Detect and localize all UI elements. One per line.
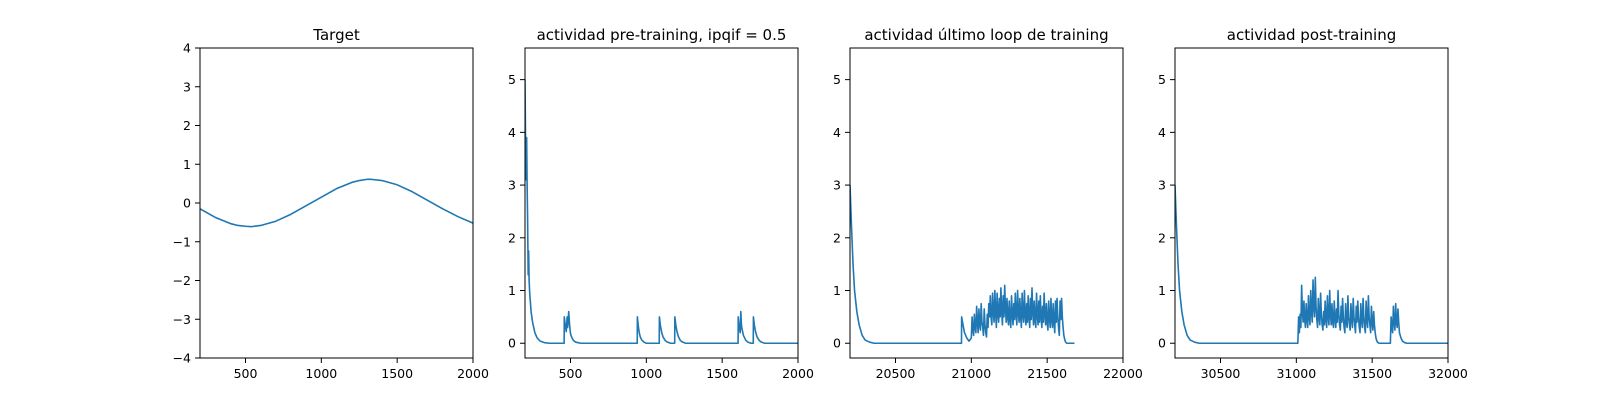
y-tick-label: 3 — [833, 178, 841, 193]
subplot-title: actividad post-training — [1227, 26, 1396, 44]
y-tick-label: 3 — [183, 79, 191, 94]
x-tick-label: 21000 — [951, 366, 991, 381]
x-tick-label: 1000 — [305, 366, 337, 381]
series-line-activity — [525, 79, 798, 345]
subplot-last-training-loop: actividad último loop de training 20500 2… — [833, 26, 1143, 381]
x-tick-label: 31500 — [1352, 366, 1392, 381]
x-tick-label: 1000 — [630, 366, 662, 381]
x-tick-label: 500 — [559, 366, 583, 381]
y-tick-label: 2 — [183, 118, 191, 133]
x-tick-label: 2000 — [457, 366, 489, 381]
x-tick-label: 1500 — [706, 366, 738, 381]
series-line-activity — [1175, 185, 1448, 345]
x-tick-label: 22000 — [1103, 366, 1143, 381]
y-tick-label: 5 — [1158, 72, 1166, 87]
y-tick-label: −4 — [173, 351, 191, 366]
subplot-title: actividad pre-training, ipqif = 0.5 — [537, 26, 787, 44]
y-tick-label: 0 — [508, 336, 516, 351]
axes-frame — [524, 47, 799, 359]
y-tick-label: 1 — [183, 157, 191, 172]
y-tick-label: 4 — [833, 125, 841, 140]
subplot-pre-training: actividad pre-training, ipqif = 0.5 500 1… — [508, 26, 814, 381]
y-tick-label: 0 — [833, 336, 841, 351]
x-tick-label: 1500 — [381, 366, 413, 381]
x-tick-label: 21500 — [1027, 366, 1067, 381]
y-tick-label: 5 — [508, 72, 516, 87]
y-tick-label: 1 — [508, 283, 516, 298]
subplot-title: Target — [312, 26, 360, 44]
y-tick-label: 4 — [183, 41, 191, 56]
x-tick-label: 2000 — [782, 366, 814, 381]
y-tick-label: 2 — [1158, 230, 1166, 245]
series-line-activity — [850, 185, 1075, 345]
y-tick-label: 0 — [1158, 336, 1166, 351]
x-tick-label: 30500 — [1201, 366, 1241, 381]
y-tick-label: 5 — [833, 72, 841, 87]
x-tick-label: 31000 — [1276, 366, 1316, 381]
y-tick-label: −1 — [173, 234, 191, 249]
y-tick-label: 4 — [1158, 125, 1166, 140]
axes-frame — [1174, 47, 1449, 359]
y-tick-label: 2 — [833, 230, 841, 245]
y-tick-label: 1 — [833, 283, 841, 298]
y-tick-label: 4 — [508, 125, 516, 140]
series-line-target — [200, 178, 473, 228]
y-tick-label: 3 — [508, 178, 516, 193]
subplot-target: Target 500 1000 1500 2000 −4 −3 −2 −1 0 1 2 3 4 — [173, 26, 489, 381]
y-tick-label: −3 — [173, 312, 191, 327]
y-tick-label: 0 — [183, 196, 191, 211]
y-tick-label: 1 — [1158, 283, 1166, 298]
axes-frame — [849, 47, 1124, 359]
x-tick-label: 20500 — [876, 366, 916, 381]
x-tick-label: 500 — [234, 366, 258, 381]
y-tick-label: 3 — [1158, 178, 1166, 193]
subplot-post-training: actividad post-training 30500 31000 31500 3… — [1158, 26, 1468, 381]
y-tick-label: 2 — [508, 230, 516, 245]
x-tick-label: 32000 — [1428, 366, 1468, 381]
y-tick-label: −2 — [173, 273, 191, 288]
subplot-title: actividad último loop de training — [864, 26, 1108, 44]
